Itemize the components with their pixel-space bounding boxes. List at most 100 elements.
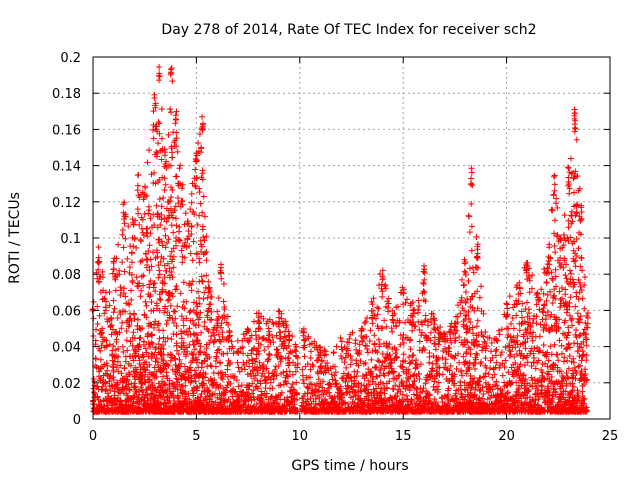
data-point	[145, 247, 152, 254]
data-point	[498, 349, 505, 356]
data-point	[157, 258, 164, 265]
data-point	[132, 352, 139, 359]
data-point	[152, 288, 159, 295]
data-point	[117, 291, 124, 298]
data-point	[156, 271, 163, 278]
data-point	[162, 381, 169, 388]
data-point	[308, 348, 315, 355]
data-point	[123, 377, 130, 384]
data-point	[552, 200, 559, 207]
data-point	[119, 227, 126, 234]
data-point	[172, 215, 179, 222]
data-point	[426, 349, 433, 356]
data-point	[139, 325, 146, 332]
data-point	[565, 224, 572, 231]
data-point	[115, 241, 122, 248]
data-point	[164, 260, 171, 267]
data-point	[536, 333, 543, 340]
data-point	[159, 174, 166, 181]
data-point	[200, 193, 207, 200]
data-point	[152, 318, 159, 325]
data-point	[180, 279, 187, 286]
data-point	[109, 270, 116, 277]
data-point	[161, 187, 168, 194]
data-point	[300, 380, 307, 387]
data-point	[381, 317, 388, 324]
data-point	[101, 310, 108, 317]
data-point	[125, 300, 132, 307]
data-point	[199, 226, 206, 233]
data-point	[506, 293, 513, 300]
data-point	[427, 329, 434, 336]
data-point	[142, 298, 149, 305]
data-point	[304, 390, 311, 397]
data-point	[117, 398, 124, 405]
data-point	[212, 363, 219, 370]
data-point	[551, 341, 558, 348]
data-point	[107, 323, 114, 330]
data-point	[162, 232, 169, 239]
data-point	[152, 344, 159, 351]
data-point	[124, 255, 131, 262]
data-point	[124, 347, 131, 354]
data-point	[558, 342, 565, 349]
data-point	[566, 185, 573, 192]
data-point	[523, 299, 530, 306]
data-point	[383, 323, 390, 330]
data-point	[139, 257, 146, 264]
data-point	[510, 304, 517, 311]
data-point	[165, 296, 172, 303]
data-point	[94, 303, 101, 310]
data-point	[135, 283, 142, 290]
data-point	[108, 331, 115, 338]
data-point	[261, 347, 268, 354]
data-point	[148, 171, 155, 178]
data-point	[169, 352, 176, 359]
data-point	[559, 295, 566, 302]
data-point	[575, 363, 582, 370]
data-point	[143, 359, 150, 366]
data-point	[160, 194, 167, 201]
data-point	[144, 159, 151, 166]
data-point	[510, 325, 517, 332]
data-point	[118, 386, 125, 393]
data-point	[92, 337, 99, 344]
data-point	[576, 332, 583, 339]
data-point	[199, 170, 206, 177]
data-point	[133, 366, 140, 373]
data-point	[138, 238, 145, 245]
data-point	[167, 302, 174, 309]
data-point	[154, 359, 161, 366]
data-point	[160, 373, 167, 380]
data-point	[146, 242, 153, 249]
data-point	[562, 286, 569, 293]
data-points	[89, 64, 591, 415]
data-point	[246, 363, 253, 370]
data-point	[307, 355, 314, 362]
data-point	[137, 369, 144, 376]
data-point	[341, 359, 348, 366]
data-point	[310, 363, 317, 370]
data-point	[168, 336, 175, 343]
data-point	[250, 318, 257, 325]
data-point	[552, 249, 559, 256]
data-point	[126, 386, 133, 393]
data-point	[146, 147, 153, 154]
data-point	[514, 332, 521, 339]
data-point	[145, 330, 152, 337]
data-point	[178, 247, 185, 254]
data-point	[160, 357, 167, 364]
data-point	[158, 238, 165, 245]
data-point	[167, 253, 174, 260]
data-point	[148, 350, 155, 357]
data-point	[374, 304, 381, 311]
data-point	[170, 394, 177, 401]
data-point	[148, 379, 155, 386]
data-point	[442, 360, 449, 367]
data-point	[562, 272, 569, 279]
data-point	[571, 174, 578, 181]
data-point	[330, 349, 337, 356]
data-point	[114, 314, 121, 321]
data-point	[573, 136, 580, 143]
data-point	[435, 386, 442, 393]
